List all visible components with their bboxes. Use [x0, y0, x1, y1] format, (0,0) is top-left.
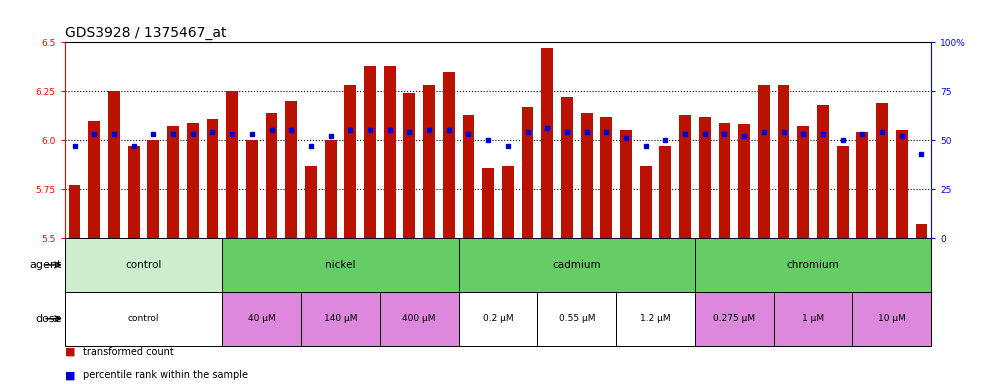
Text: percentile rank within the sample: percentile rank within the sample — [83, 370, 248, 380]
Bar — [639, 166, 651, 238]
Bar — [462, 115, 474, 238]
Bar — [458, 238, 695, 292]
Text: 0.275 μM: 0.275 μM — [713, 314, 755, 323]
Bar — [222, 292, 301, 346]
Bar — [695, 238, 931, 292]
Text: 400 μM: 400 μM — [402, 314, 436, 323]
Bar — [379, 292, 458, 346]
Bar — [127, 146, 139, 238]
Bar — [502, 166, 514, 238]
Bar — [774, 292, 853, 346]
Bar — [89, 121, 101, 238]
Text: transformed count: transformed count — [83, 347, 173, 357]
Text: 40 μM: 40 μM — [248, 314, 276, 323]
Bar — [601, 117, 613, 238]
Bar — [65, 238, 222, 292]
Text: GDS3928 / 1375467_at: GDS3928 / 1375467_at — [65, 26, 226, 40]
Text: ■: ■ — [65, 370, 76, 380]
Text: 10 μM: 10 μM — [877, 314, 905, 323]
Bar — [718, 122, 730, 238]
Text: cadmium: cadmium — [553, 260, 602, 270]
Text: 1.2 μM: 1.2 μM — [640, 314, 671, 323]
Bar — [266, 113, 278, 238]
Text: dose: dose — [35, 314, 62, 324]
Bar — [617, 292, 695, 346]
Bar — [305, 166, 317, 238]
Bar — [778, 85, 790, 238]
Text: agent: agent — [29, 260, 62, 270]
Bar — [581, 113, 593, 238]
Bar — [857, 132, 869, 238]
Text: chromium: chromium — [787, 260, 840, 270]
Bar — [65, 292, 222, 346]
Text: control: control — [127, 314, 159, 323]
Bar — [167, 126, 179, 238]
Bar — [423, 85, 435, 238]
Bar — [482, 167, 494, 238]
Bar — [695, 292, 774, 346]
Bar — [403, 93, 415, 238]
Text: nickel: nickel — [326, 260, 356, 270]
Bar — [853, 292, 931, 346]
Bar — [659, 146, 671, 238]
Bar — [895, 131, 907, 238]
Bar — [876, 103, 888, 238]
Bar — [538, 292, 617, 346]
Bar — [522, 107, 534, 238]
Bar — [246, 140, 258, 238]
Bar — [458, 292, 538, 346]
Bar — [837, 146, 849, 238]
Bar — [345, 85, 357, 238]
Text: 0.55 μM: 0.55 μM — [559, 314, 595, 323]
Text: 1 μM: 1 μM — [802, 314, 824, 323]
Bar — [738, 124, 750, 238]
Text: 140 μM: 140 μM — [324, 314, 358, 323]
Bar — [365, 66, 375, 238]
Bar — [108, 91, 120, 238]
Bar — [383, 66, 395, 238]
Bar — [542, 48, 553, 238]
Text: control: control — [125, 260, 161, 270]
Bar — [222, 238, 458, 292]
Bar — [206, 119, 218, 238]
Bar — [226, 91, 238, 238]
Text: 0.2 μM: 0.2 μM — [483, 314, 513, 323]
Bar — [679, 115, 691, 238]
Bar — [817, 105, 829, 238]
Bar — [187, 122, 198, 238]
Bar — [561, 97, 573, 238]
Bar — [69, 185, 81, 238]
Text: ■: ■ — [65, 347, 76, 357]
Bar — [621, 131, 631, 238]
Bar — [699, 117, 711, 238]
Bar — [285, 101, 297, 238]
Bar — [147, 140, 159, 238]
Bar — [301, 292, 379, 346]
Bar — [758, 85, 770, 238]
Bar — [443, 71, 454, 238]
Bar — [798, 126, 809, 238]
Bar — [325, 140, 337, 238]
Bar — [915, 224, 927, 238]
